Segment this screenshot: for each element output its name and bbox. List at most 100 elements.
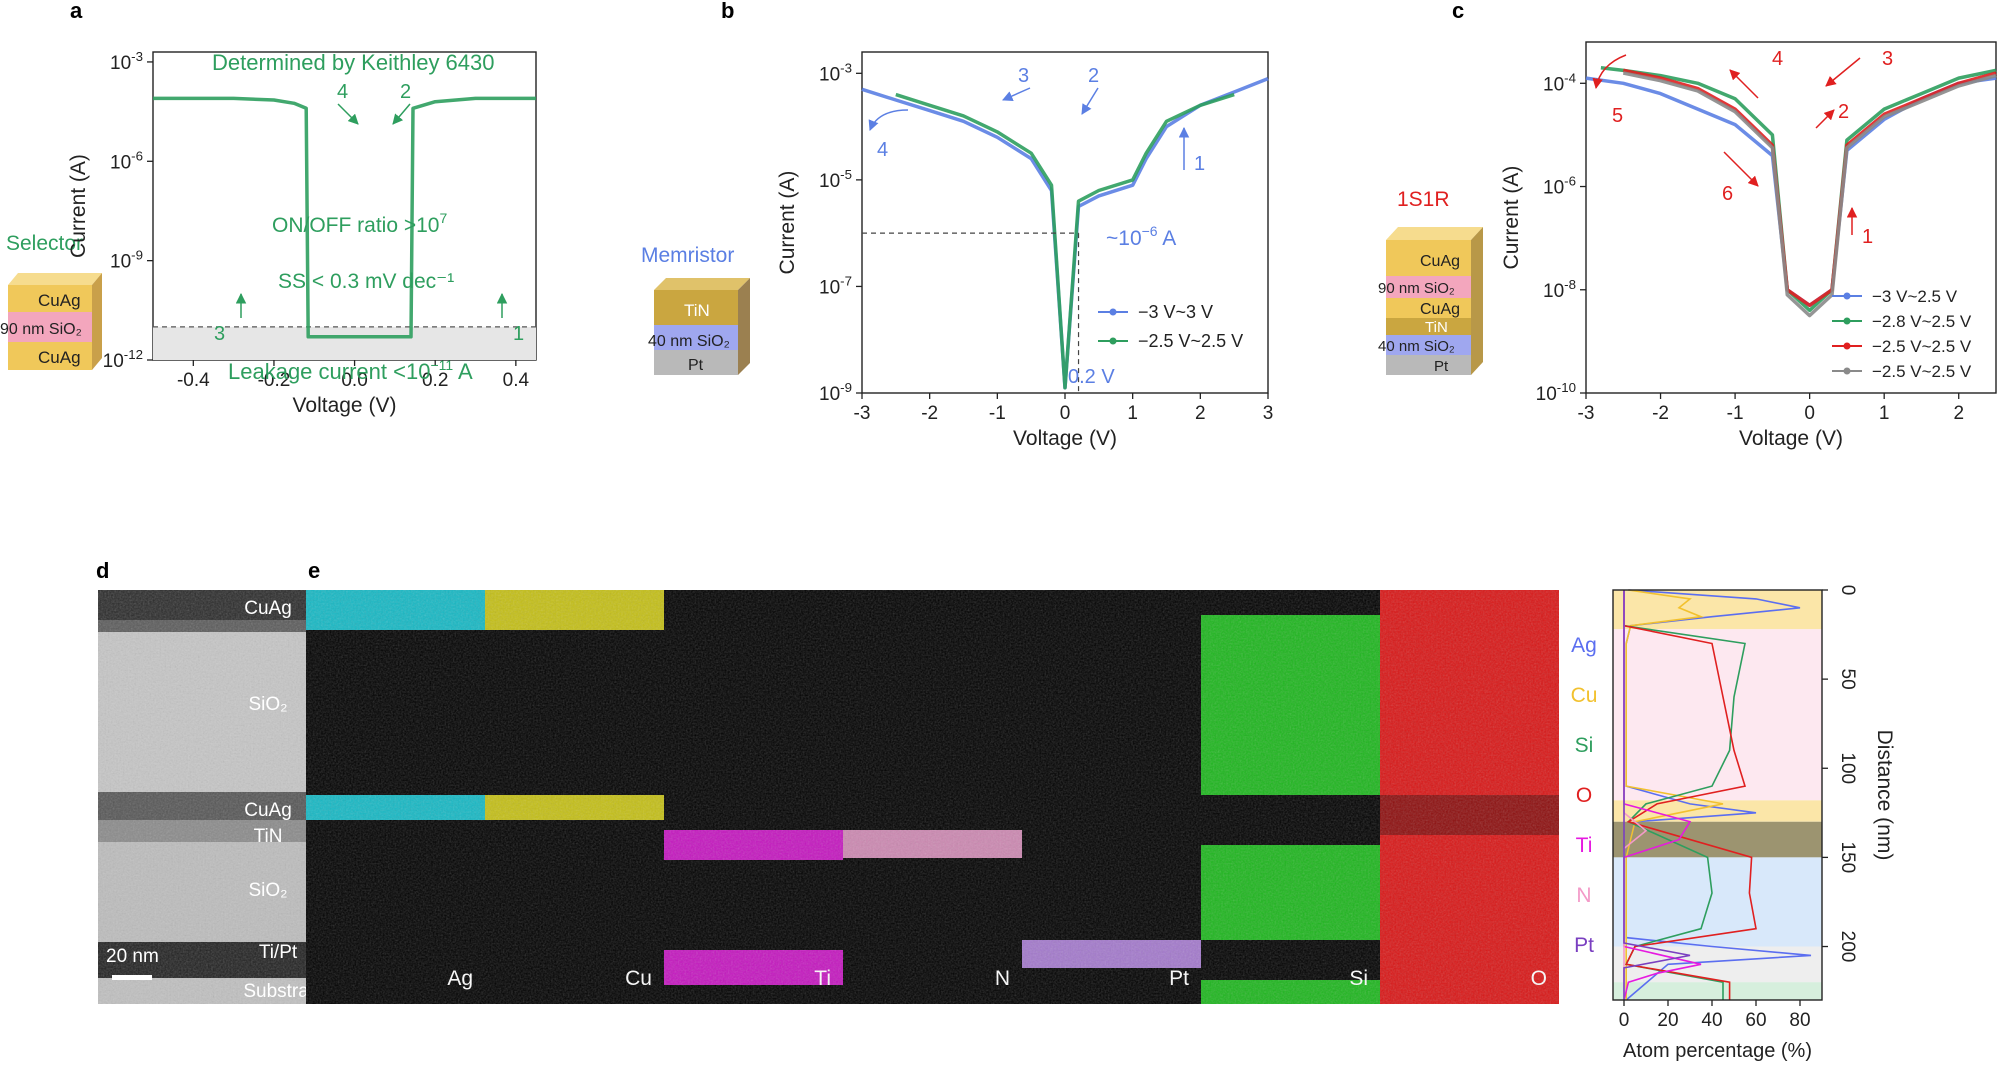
x-tick-label: 60 xyxy=(1745,1010,1766,1031)
legend-label: −2.5 V~2.5 V xyxy=(1872,362,1972,381)
legend-marker xyxy=(1109,337,1117,345)
legend-marker xyxy=(1843,317,1851,325)
x-tick-label: -0.2 xyxy=(258,370,291,391)
step-label: 4 xyxy=(877,139,888,161)
legend-marker xyxy=(1843,292,1851,300)
y-tick-label: 10-9 xyxy=(819,380,852,405)
tem-layer-label: CuAg xyxy=(244,800,292,821)
x-tick-label: 1 xyxy=(1127,403,1138,424)
panel-letter-b: b xyxy=(721,0,734,23)
1s1r-stack-illustration: CuAg 90 nm SiO₂ CuAg TiN 40 nm SiO₂ Pt xyxy=(1378,227,1483,375)
panel-b: b Memristor TiN 40 nm SiO₂ Pt -3 -2 -1 0 1 2 3… xyxy=(641,0,1273,450)
x-tick-label: -1 xyxy=(989,403,1006,424)
legend-marker xyxy=(1843,342,1851,350)
x-tick-label: 0 xyxy=(1619,1010,1630,1031)
stack-layer-label: CuAg xyxy=(1420,253,1460,270)
step-label: 5 xyxy=(1612,105,1623,127)
plot-frame xyxy=(1585,41,1997,394)
profile-legend-label: N xyxy=(1576,884,1591,907)
profile-legend-label: O xyxy=(1576,784,1592,807)
legend-label: −3 V~3 V xyxy=(1138,302,1213,322)
y-axis-label: Current (A) xyxy=(776,171,799,275)
tem-layer-label: CuAg xyxy=(244,598,292,619)
tem-layer-label: Substrate xyxy=(243,981,324,1002)
y-axis-label: Current (A) xyxy=(67,154,90,258)
y-tick-label: 10-7 xyxy=(819,273,852,298)
legend-label: −3 V~2.5 V xyxy=(1872,287,1958,306)
y-tick-label: 10-6 xyxy=(1543,174,1576,199)
stack-layer-label: Pt xyxy=(688,357,704,374)
arrow xyxy=(337,103,359,125)
profile-series-line xyxy=(1623,590,1757,1000)
current-threshold-annotation: ~10−6 A xyxy=(1106,223,1176,250)
x-tick-label: 0 xyxy=(1804,403,1815,424)
voltage-annotation: 0.2 V xyxy=(1068,366,1115,388)
y-tick-label: 100 xyxy=(1837,752,1858,784)
profile-legend-label: Ag xyxy=(1571,634,1597,657)
eds-noise xyxy=(306,590,1559,1004)
x-tick-label: 0 xyxy=(1060,403,1071,424)
profile-legend-label: Si xyxy=(1575,734,1594,757)
y-tick-label: 150 xyxy=(1837,842,1858,874)
series-line xyxy=(895,92,1235,390)
x-tick-label: 0.0 xyxy=(341,370,367,391)
arrow xyxy=(392,103,411,125)
profile-legend-label: Ti xyxy=(1576,834,1593,857)
y-axis-label: Distance (nm) xyxy=(1873,730,1896,861)
y-axis-label: Current (A) xyxy=(1500,166,1523,270)
y-tick-label: 10-10 xyxy=(1536,380,1576,405)
x-axis-label: Atom percentage (%) xyxy=(1623,1040,1812,1062)
step-label: 2 xyxy=(1838,101,1849,123)
x-tick-label: -0.4 xyxy=(177,370,210,391)
x-tick-label: 1 xyxy=(1879,403,1890,424)
panel-a: a Selector CuAg 90 nm SiO₂ CuAg -0.4 -0.2… xyxy=(0,0,537,417)
stack-layer-label: CuAg xyxy=(38,291,81,310)
y-tick-label: 10-8 xyxy=(1543,277,1576,302)
scale-bar-label: 20 nm xyxy=(106,946,159,967)
y-tick-label: 10-5 xyxy=(819,167,852,192)
y-tick-label: 10-6 xyxy=(110,148,143,173)
y-tick-label: 200 xyxy=(1837,931,1858,963)
x-axis-label: Voltage (V) xyxy=(1739,427,1843,450)
arrow xyxy=(1081,87,1099,115)
scale-bar xyxy=(112,975,152,980)
series-line xyxy=(1600,66,1997,313)
x-tick-label: 20 xyxy=(1657,1010,1678,1031)
stack-layer-label: Pt xyxy=(1434,358,1449,375)
stack-layer-label: 90 nm SiO₂ xyxy=(0,321,82,338)
stack-layer-label: TiN xyxy=(1425,319,1448,336)
profile-legend: Ag Cu Si O Ti N Pt xyxy=(1571,634,1598,957)
panel-letter-c: c xyxy=(1452,0,1464,23)
layer-region xyxy=(1613,982,1822,1000)
x-tick-label: 2 xyxy=(1953,403,1964,424)
arrow xyxy=(1002,87,1031,101)
y-tick-label: 10-3 xyxy=(819,60,852,85)
memristor-stack-illustration: TiN 40 nm SiO₂ Pt xyxy=(648,278,750,375)
arrow xyxy=(868,109,909,131)
arrow xyxy=(1825,57,1861,87)
step-label: 6 xyxy=(1722,183,1733,205)
stack-layer-label: CuAg xyxy=(1420,301,1460,318)
step-label: 4 xyxy=(1772,48,1783,70)
chart-profile: 0 20 40 60 80 0 50 100 150 200 Atom percentage (%)… xyxy=(1612,585,1896,1062)
x-tick-label: 0.4 xyxy=(503,370,530,391)
x-tick-label: 3 xyxy=(1263,403,1274,424)
stack-layer-label: 40 nm SiO₂ xyxy=(648,333,730,350)
step-label: 3 xyxy=(1882,48,1893,70)
x-tick-label: 80 xyxy=(1789,1010,1810,1031)
step-label: 3 xyxy=(1018,65,1029,87)
step-label: 4 xyxy=(337,81,348,103)
stack-layer-label: CuAg xyxy=(38,348,81,367)
tem-layer-label: SiO₂ xyxy=(248,694,287,715)
panel-e: e AgCuTiNPtSiO Ag Cu Si O Ti N Pt 0 20 40 60 80 0 50… xyxy=(306,558,1896,1062)
x-tick-label: -3 xyxy=(854,403,871,424)
x-axis-label: Voltage (V) xyxy=(293,394,397,417)
panel-letter-a: a xyxy=(70,0,83,23)
chart-panel-a: -0.4 -0.2 0.0 0.2 0.4 10-12 10-9 10-6 10-3 Voltag… xyxy=(67,49,537,417)
y-tick-label: 10-4 xyxy=(1543,70,1576,95)
chart-panel-b: -3 -2 -1 0 1 2 3 10-9 10-7 10-5 10-3 Voltage (V) Cur… xyxy=(776,51,1274,450)
panel-letter-d: d xyxy=(96,558,109,583)
memristor-label: Memristor xyxy=(641,244,734,267)
y-tick-label: 0 xyxy=(1837,585,1858,596)
